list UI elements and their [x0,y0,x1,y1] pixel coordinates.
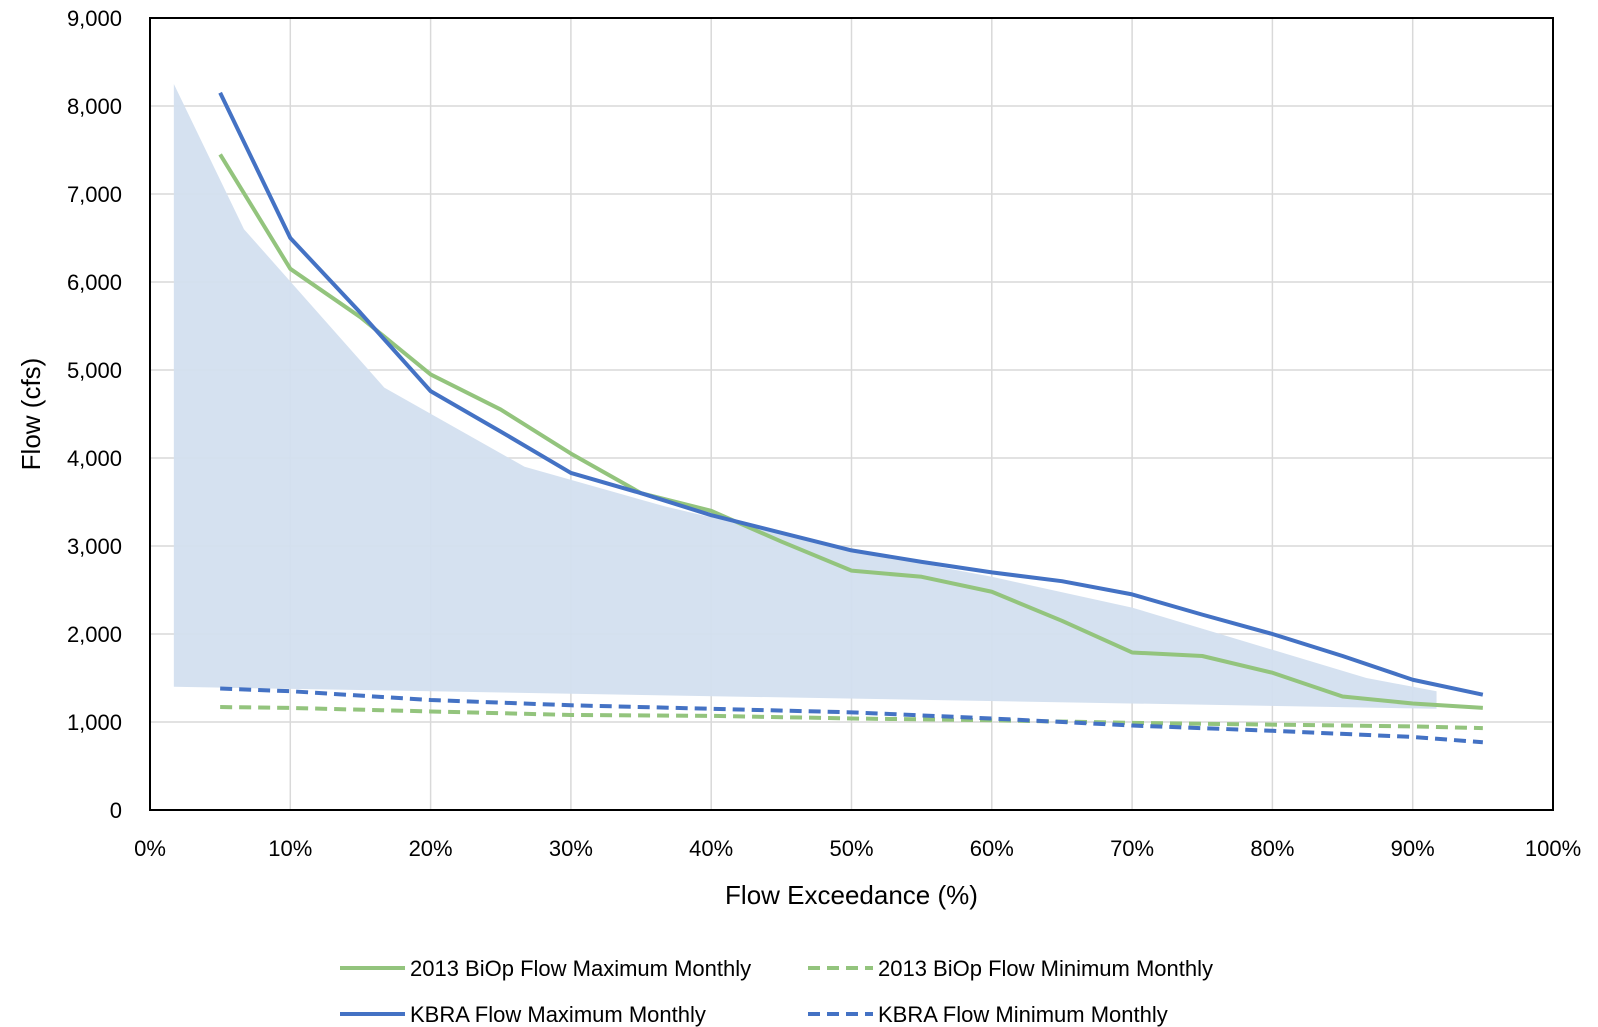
y-tick-label: 8,000 [67,94,122,119]
chart-legend: 2013 BiOp Flow Maximum Monthly 2013 BiOp … [340,956,1213,1027]
x-tick-label: 70% [1110,836,1154,861]
y-tick-label: 3,000 [67,534,122,559]
series-line [220,705,1483,731]
x-tick-label: 20% [409,836,453,861]
shaded-range-band [173,84,1437,709]
legend-label: 2013 BiOp Flow Minimum Monthly [878,956,1213,981]
range-band-area [173,84,1437,709]
y-axis-title: Flow (cfs) [16,358,46,471]
legend-label: 2013 BiOp Flow Maximum Monthly [410,956,751,981]
x-tick-label: 60% [970,836,1014,861]
series-line [218,91,1484,697]
y-tick-label: 0 [110,798,122,823]
x-tick-label: 100% [1525,836,1581,861]
plot-area-frame [149,17,1554,811]
y-tick-label: 6,000 [67,270,122,295]
x-tick-label: 0% [134,836,166,861]
series-lines [218,91,1484,745]
y-tick-label: 2,000 [67,622,122,647]
x-axis-tick-labels: 0% 10% 20% 30% 40% 50% 60% 70% 80% 90% 100% [134,836,1581,861]
series-line [220,686,1484,745]
y-axis-tick-labels: 0 1,000 2,000 3,000 4,000 5,000 6,000 7,000 8,00… [67,6,122,823]
x-axis-title: Flow Exceedance (%) [725,880,978,910]
series-line [218,153,1483,710]
y-tick-label: 4,000 [67,446,122,471]
y-tick-label: 5,000 [67,358,122,383]
legend-label: KBRA Flow Maximum Monthly [410,1002,706,1027]
x-tick-label: 50% [829,836,873,861]
x-tick-label: 10% [268,836,312,861]
y-tick-label: 9,000 [67,6,122,31]
y-tick-label: 1,000 [67,710,122,735]
x-tick-label: 80% [1250,836,1294,861]
x-tick-label: 30% [549,836,593,861]
legend-label: KBRA Flow Minimum Monthly [878,1002,1168,1027]
y-tick-label: 7,000 [67,182,122,207]
x-tick-label: 40% [689,836,733,861]
x-tick-label: 90% [1391,836,1435,861]
